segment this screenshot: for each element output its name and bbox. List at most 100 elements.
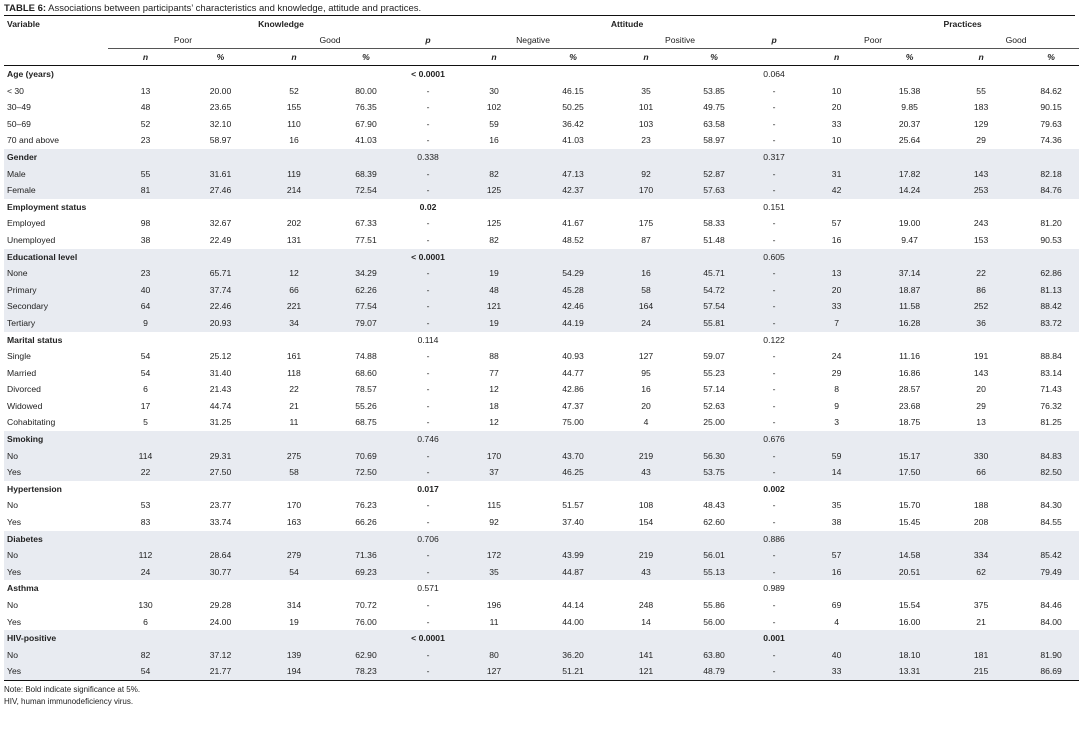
table-cell: 88.42 — [1016, 298, 1079, 315]
table-cell: 24.00 — [209, 616, 232, 627]
header-knowledge-good: Good — [258, 32, 402, 49]
table-cell: 55 — [976, 85, 986, 96]
table-cell: 35 — [454, 563, 535, 581]
empty-cell — [800, 481, 873, 498]
table-cell: 80.00 — [355, 85, 377, 96]
table-cell: 44.00 — [562, 616, 584, 627]
table-cell: 19 — [454, 314, 535, 332]
empty-cell — [108, 66, 183, 83]
table-cell: - — [748, 563, 801, 581]
table-cell: 25.00 — [703, 417, 725, 428]
table-row: No 130 29.28 314 70.72 - 196 44.14 248 55.86 - 69 15… — [4, 597, 1079, 614]
table-cell: 25.12 — [209, 351, 232, 362]
row-label: 30–49 — [7, 102, 31, 113]
table-cell: 81 — [108, 182, 183, 199]
table-cell: 53 — [140, 500, 151, 511]
table-cell: - — [772, 417, 776, 428]
empty-cell — [454, 332, 534, 349]
empty-cell — [1016, 431, 1079, 448]
table-cell: 10 — [831, 85, 842, 96]
empty-cell — [108, 332, 183, 349]
table-cell: 58.97 — [703, 135, 725, 146]
empty-cell — [330, 332, 402, 349]
table-cell: - — [426, 500, 430, 511]
table-cell: - — [426, 351, 430, 362]
empty-cell — [108, 431, 183, 448]
table-cell: 13 — [140, 85, 151, 96]
table-cell: - — [402, 298, 455, 315]
empty-cell — [258, 530, 330, 548]
empty-cell — [873, 530, 947, 548]
table-cell: - — [772, 218, 776, 229]
table-cell: - — [426, 600, 430, 610]
empty-cell — [1016, 630, 1079, 647]
table-cell: 45.71 — [680, 265, 749, 282]
table-cell: 112 — [108, 547, 183, 564]
table-cell: 12 — [489, 417, 499, 428]
empty-cell — [800, 431, 874, 448]
table-cell: 10 — [831, 135, 842, 146]
table-cell: 215 — [946, 663, 1017, 681]
empty-cell — [454, 481, 534, 498]
table-cell: 52 — [289, 85, 299, 96]
empty-cell — [108, 580, 183, 597]
table-cell: 13 — [976, 417, 986, 428]
empty-cell — [1016, 530, 1079, 548]
empty-cell — [183, 66, 258, 83]
row-label: Tertiary — [4, 314, 108, 332]
empty-cell — [183, 199, 258, 216]
empty-cell — [680, 148, 749, 166]
table-cell: 170 — [612, 182, 681, 199]
table-cell: - — [402, 165, 455, 183]
p-value: 0.317 — [748, 148, 801, 166]
table-row: Tertiary 9 20.93 34 79.07-19 44.19 24 55.81-7 16… — [4, 314, 1079, 332]
table-cell: 33.74 — [209, 517, 232, 528]
table-cell: 279 — [258, 547, 330, 564]
table-cell: 67.33 — [355, 218, 377, 229]
table-cell: 375 — [973, 600, 989, 610]
table-cell: 44.77 — [562, 367, 584, 378]
table-cell: 31.61 — [183, 165, 258, 183]
header-pct: % — [330, 48, 402, 66]
table-cell: 24 — [612, 314, 681, 332]
empty-cell — [1016, 148, 1079, 166]
table-cell: 42 — [800, 182, 874, 199]
table-cell: 40.93 — [562, 351, 584, 362]
empty-cell — [946, 148, 1017, 166]
empty-cell — [258, 630, 330, 647]
table-row: Yes 83 33.74 163 66.26 - 92 37.40 154 62.60 - 38 15.… — [4, 514, 1079, 531]
p-value: 0.064 — [763, 69, 785, 79]
header-variable: Variable — [7, 19, 40, 29]
table-cell: 48 — [454, 281, 535, 299]
table-cell: 22 — [946, 265, 1017, 282]
table-cell: 17 — [140, 400, 151, 411]
table-cell: 33 — [800, 298, 874, 315]
table-cell: 202 — [286, 218, 302, 229]
table-cell: - — [772, 135, 776, 146]
table-row: 30–49 48 23.65 155 76.35 - 102 50.25 101 49.75 - 20… — [4, 99, 1079, 116]
header-pct: % — [1016, 48, 1079, 66]
header-practices-poor: Poor — [800, 32, 947, 49]
table-cell: 16 — [800, 563, 874, 581]
empty-cell — [183, 431, 258, 448]
empty-cell — [873, 431, 947, 448]
table-cell: 19.00 — [898, 218, 921, 229]
table-cell: 69 — [831, 600, 842, 610]
header-pct: % — [680, 48, 749, 66]
table-cell: 84.46 — [1040, 600, 1062, 610]
table-cell: - — [402, 447, 455, 465]
p-value: 0.605 — [748, 248, 801, 266]
group-label: Asthma — [7, 583, 39, 594]
table-cell: 64 — [108, 298, 183, 315]
empty-cell — [612, 199, 680, 216]
table-cell: 15.54 — [898, 600, 921, 610]
table-cell: 52.87 — [680, 165, 749, 183]
table-cell: 20 — [831, 102, 842, 113]
table-cell: 21 — [976, 616, 986, 627]
table-cell: 63.80 — [680, 646, 749, 664]
table-cell: 54.72 — [680, 281, 749, 299]
table-row: Cohabitating 5 31.25 11 68.75 - 12 75.00 4 25.00 -… — [4, 414, 1079, 431]
table-cell: 9.47 — [901, 234, 918, 245]
table-cell: 50.25 — [562, 102, 584, 113]
